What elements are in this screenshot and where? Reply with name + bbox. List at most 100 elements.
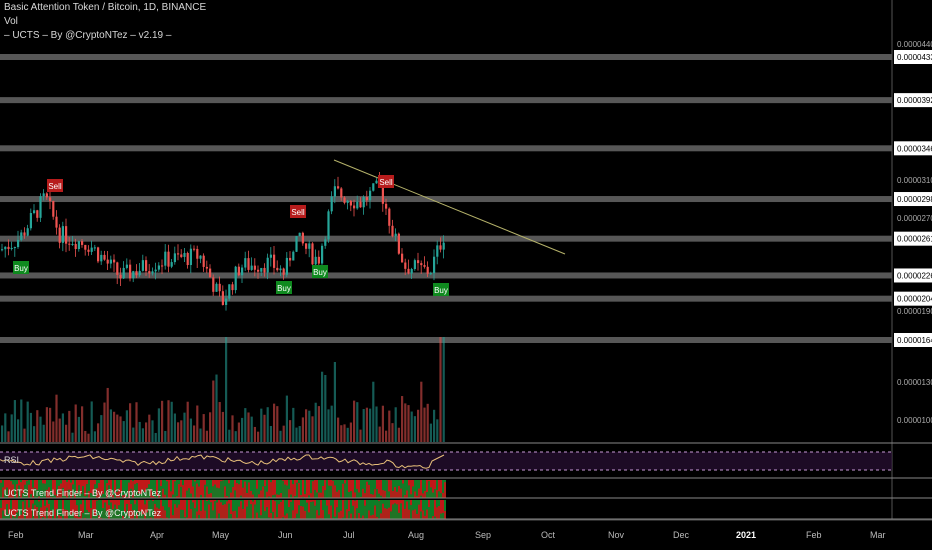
- candle-body: [164, 251, 167, 266]
- candle-body: [93, 247, 96, 249]
- trend-cell-overlay: [228, 483, 230, 498]
- candle-body: [257, 269, 260, 272]
- trend-cell-overlay: [394, 486, 396, 498]
- candle-body: [199, 255, 202, 259]
- time-label-10: Dec: [673, 530, 690, 540]
- trend-cell-overlay: [262, 486, 264, 498]
- volume-bar: [93, 431, 96, 442]
- trend-cell-overlay: [404, 508, 406, 519]
- trend-cell: [62, 500, 64, 519]
- trend-finder-label-2: UCTS Trend Finder – By @CryptoNTez: [4, 508, 162, 518]
- candle-body: [148, 271, 151, 274]
- trend-cell-overlay: [342, 517, 344, 519]
- candle-body: [263, 267, 266, 273]
- candle-body: [177, 253, 180, 255]
- candle-body: [7, 246, 10, 250]
- trend-cell-overlay: [6, 504, 8, 519]
- price-label-10: 0.00001900: [897, 307, 932, 316]
- volume-bar: [218, 402, 221, 442]
- trend-cell-overlay: [408, 509, 410, 519]
- sell-signal-3: Sell: [290, 205, 306, 218]
- trend-cell-overlay: [308, 512, 310, 519]
- trend-cell: [442, 500, 444, 519]
- candle-body: [429, 273, 432, 275]
- trend-cell-overlay: [278, 504, 280, 519]
- trend-cell-overlay: [270, 513, 272, 519]
- candle-body: [10, 247, 13, 250]
- candle-body: [333, 186, 336, 197]
- trend-cell-overlay: [94, 515, 96, 519]
- trend-cell-overlay: [34, 488, 36, 498]
- trend-cell-overlay: [198, 486, 200, 498]
- trend-cell-overlay: [32, 487, 34, 498]
- trend-cell-overlay: [196, 483, 198, 498]
- candle-body: [116, 262, 119, 275]
- rsi-panel[interactable]: RSI: [0, 442, 932, 479]
- trend-cell-overlay: [20, 482, 22, 498]
- trend-cell-overlay: [266, 507, 268, 519]
- trend-cell: [46, 480, 48, 498]
- volume-bar: [260, 408, 263, 442]
- volume-bars: [1, 337, 445, 442]
- volume-bar: [276, 406, 279, 442]
- candle-body: [39, 196, 42, 218]
- trend-cell: [94, 500, 96, 519]
- trend-cell: [250, 480, 252, 498]
- svg-text:Buy: Buy: [313, 268, 327, 277]
- trend-cell-overlay: [176, 507, 178, 519]
- trend-finder-panel-2[interactable]: UCTS Trend Finder – By @CryptoNTez: [0, 500, 932, 520]
- trend-cell-overlay: [148, 484, 150, 498]
- trend-cell: [338, 500, 340, 519]
- volume-bar: [225, 337, 228, 442]
- candle-body: [391, 225, 394, 237]
- trend-cell-overlay: [302, 496, 304, 498]
- trend-cell-overlay: [314, 505, 316, 519]
- trend-cell-overlay: [158, 494, 160, 498]
- candle-body: [327, 211, 330, 240]
- trend-cell-overlay: [306, 502, 308, 519]
- trend-cell-overlay: [46, 489, 48, 498]
- level-line-5: [0, 272, 892, 279]
- trend-finder-panel-1[interactable]: UCTS Trend Finder – By @CryptoNTez: [0, 480, 932, 499]
- time-label-3: May: [212, 530, 230, 540]
- trend-cell-overlay: [150, 517, 152, 519]
- volume-bar: [253, 426, 256, 442]
- price-label-3: 0.00003467: [897, 144, 932, 153]
- time-axis[interactable]: Feb Mar Apr May Jun Jul Aug Sep Oct Nov Dec 2021 Feb…: [8, 530, 886, 540]
- candle-body: [58, 227, 61, 243]
- candle-body: [218, 283, 221, 292]
- trend-cell-overlay: [272, 511, 274, 519]
- trend-cell-overlay: [356, 508, 358, 519]
- trend-cell: [4, 500, 6, 519]
- volume-bar: [346, 427, 349, 442]
- trend-cell: [60, 500, 62, 519]
- trend-cell: [210, 480, 212, 498]
- candle-body: [276, 267, 279, 271]
- trendline[interactable]: [333, 159, 566, 255]
- price-scale[interactable]: 0.00004400 0.00004333 0.00003924 0.00003467…: [894, 40, 932, 425]
- candle-body: [237, 266, 240, 276]
- trend-cell-overlay: [284, 515, 286, 519]
- svg-text:Sell: Sell: [379, 178, 393, 187]
- candle-body: [356, 201, 359, 209]
- trend-cell-overlay: [416, 495, 418, 498]
- trend-cell-overlay: [152, 501, 154, 519]
- volume-bar: [65, 424, 68, 442]
- trend-cell-overlay: [212, 486, 214, 498]
- trend-cell: [200, 480, 202, 498]
- trend-cell: [258, 500, 260, 519]
- trend-cell: [150, 500, 152, 519]
- chart-title: Basic Attention Token / Bitcoin, 1D, BIN…: [4, 2, 207, 13]
- trend-cell-overlay: [398, 512, 400, 519]
- trend-cell: [72, 500, 74, 519]
- trend-cell: [366, 500, 368, 519]
- trend-cell-overlay: [36, 506, 38, 519]
- trend-cell-overlay: [82, 512, 84, 519]
- trend-cell-overlay: [4, 490, 6, 498]
- rsi-line: [0, 454, 445, 469]
- volume-bar: [250, 416, 253, 442]
- price-label-7: 0.00002610: [897, 235, 932, 244]
- trend-cell: [338, 480, 340, 498]
- trend-cell: [416, 500, 418, 519]
